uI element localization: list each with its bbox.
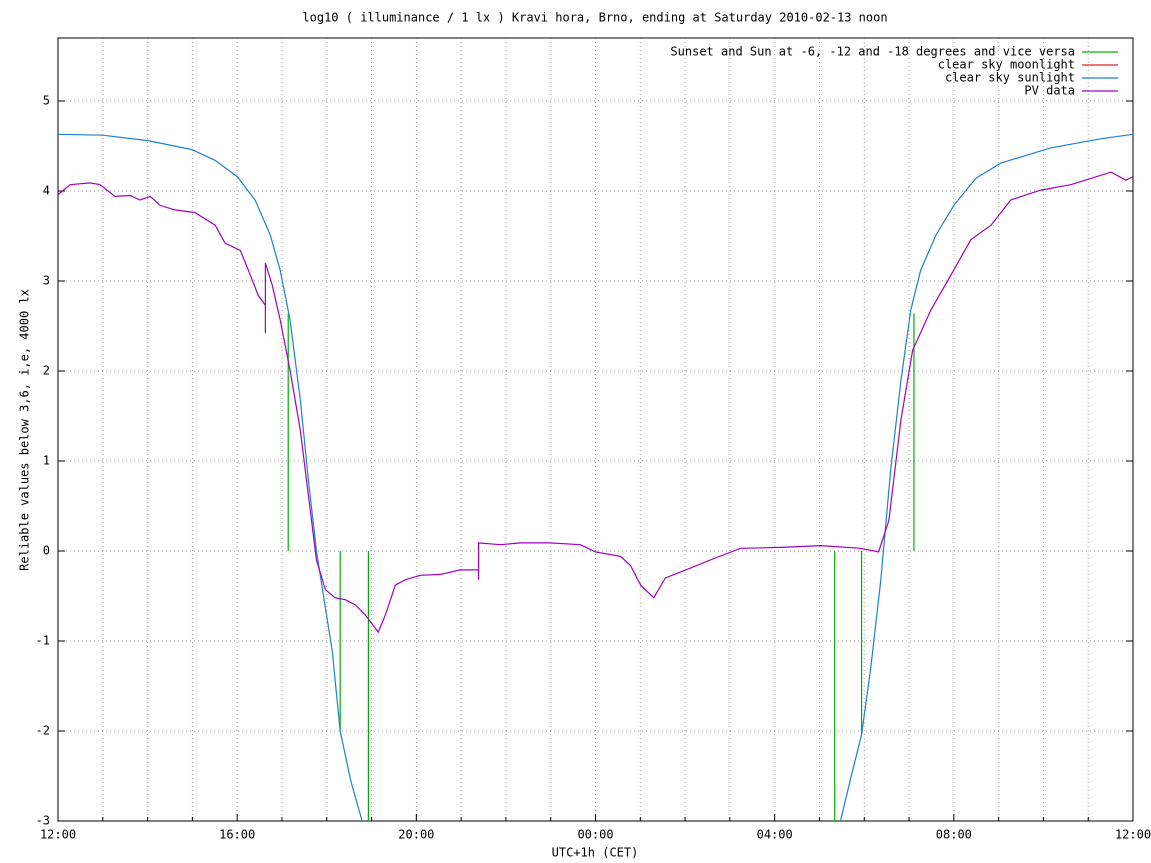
x-tick-label: 16:00: [219, 828, 255, 842]
x-tick-label: 12:00: [40, 828, 76, 842]
y-axis-label: Reliable values below 3,6, i,e, 4000 lx: [18, 289, 32, 571]
series-line: [58, 171, 1133, 634]
legend-label: clear sky moonlight: [938, 58, 1075, 72]
legend-label: clear sky sunlight: [945, 71, 1075, 85]
series-line: [839, 133, 1133, 821]
plot-frame: [57, 37, 1134, 822]
x-tick-label: 08:00: [936, 828, 972, 842]
legend-label: Sunset and Sun at -6, -12 and -18 degree…: [670, 45, 1075, 59]
y-tick-label: 2: [43, 364, 50, 378]
y-tick-label: 0: [43, 544, 50, 558]
y-tick-label: 4: [43, 184, 50, 198]
chart-title: log10 ( illuminance / 1 lx ) Kravi hora,…: [302, 11, 887, 25]
x-tick-label: 00:00: [577, 828, 613, 842]
y-tick-label: -3: [36, 814, 50, 828]
x-tick-label: 04:00: [757, 828, 793, 842]
x-tick-label: 12:00: [1115, 828, 1151, 842]
series-line: [58, 133, 363, 821]
y-tick-label: 5: [43, 94, 50, 108]
y-tick-label: -2: [36, 724, 50, 738]
y-tick-label: -1: [36, 634, 50, 648]
x-tick-label: 20:00: [398, 828, 434, 842]
plot-area: [58, 133, 1133, 821]
y-tick-label: 1: [43, 454, 50, 468]
x-axis-label: UTC+1h (CET): [552, 846, 639, 860]
legend-label: PV data: [1024, 84, 1075, 98]
y-tick-label: 3: [43, 274, 50, 288]
